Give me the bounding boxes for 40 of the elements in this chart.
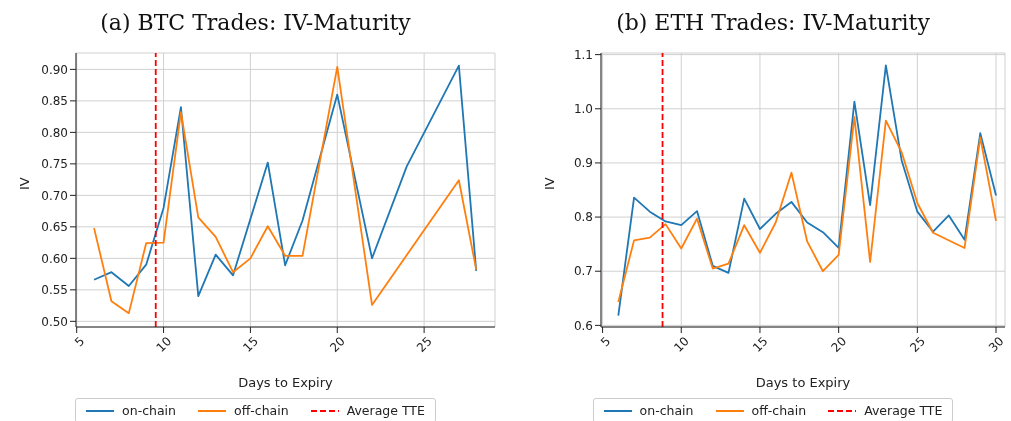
legend-label: off-chain	[234, 403, 289, 418]
line-series	[617, 64, 997, 317]
y-axis-title: IV	[16, 177, 32, 190]
y-tick-label: 0.6	[573, 318, 593, 333]
y-tick-label: 0.7	[573, 264, 593, 279]
y-tick-label: 1.0	[573, 102, 593, 117]
y-tick-label: 0.8	[573, 210, 593, 225]
x-tick-label: 10	[153, 334, 175, 355]
legend-label: off-chain	[751, 403, 807, 418]
line-series	[617, 116, 997, 303]
x-tick-label: 15	[240, 334, 262, 355]
x-tick-label: 15	[749, 334, 771, 355]
y-tick-label: 0.9	[573, 156, 593, 171]
legend-label: Average TTE	[346, 403, 425, 418]
legend-label: on-chain	[122, 403, 177, 418]
y-tick-label: 0.75	[41, 157, 68, 172]
x-tick-label: 20	[828, 334, 850, 355]
y-tick-label: 0.65	[41, 220, 68, 235]
y-tick-label: 0.80	[41, 125, 68, 140]
y-tick-label: 1.1	[573, 47, 593, 62]
x-tick-label: 25	[907, 334, 928, 355]
x-tick-label: 5	[72, 334, 88, 350]
y-tick-label: 0.50	[41, 314, 68, 329]
x-tick-label: 25	[414, 334, 435, 355]
x-tick-label: 20	[327, 334, 348, 355]
chart-title: (b) ETH Trades: IV-Maturity	[615, 10, 931, 35]
x-tick-label: 10	[671, 334, 692, 355]
y-tick-label: 0.55	[41, 283, 68, 298]
x-tick-label: 30	[985, 334, 1007, 355]
legend-label: on-chain	[639, 403, 694, 418]
y-tick-label: 0.60	[41, 251, 68, 266]
y-tick-label: 0.70	[41, 188, 68, 203]
y-axis-title: IV	[541, 177, 557, 190]
chart-title: (a) BTC Trades: IV-Maturity	[99, 10, 412, 35]
y-tick-label: 0.90	[41, 62, 68, 77]
x-axis-title: Days to Expiry	[755, 375, 851, 390]
x-tick-label: 5	[597, 334, 614, 350]
y-tick-label: 0.85	[41, 94, 68, 109]
legend-label: Average TTE	[864, 403, 943, 418]
x-axis-title: Days to Expiry	[238, 375, 334, 390]
